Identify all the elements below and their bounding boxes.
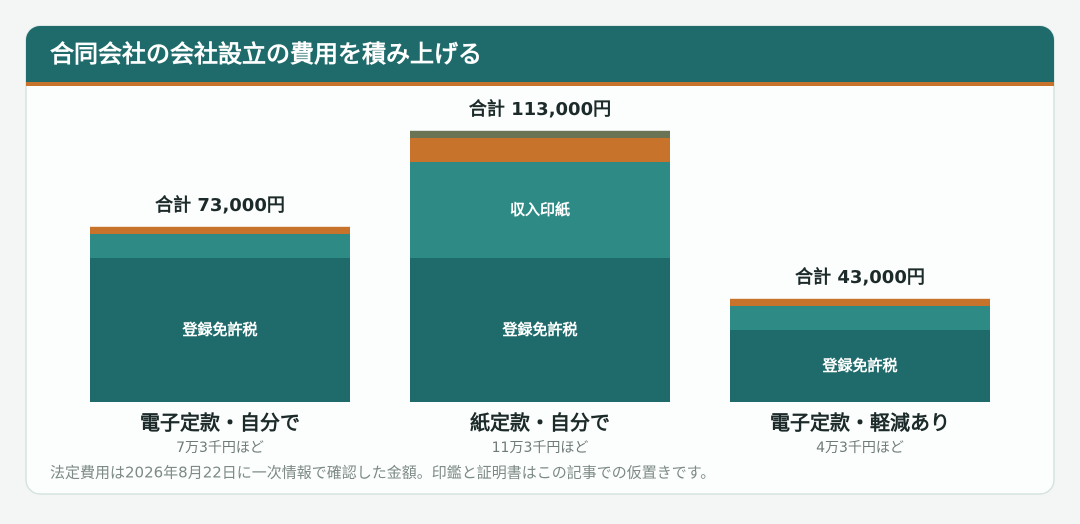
footnote: 法定費用は2026年8月22日に一次情報で確認した金額。印鑑と証明書はこの記事で… [50,464,715,482]
bar-segment [90,226,350,234]
bar-segment [90,234,350,258]
segment-label: 登録免許税 [501,321,577,339]
segment-label: 登録免許税 [821,357,897,375]
category-sublabel: 11万3千円ほど [492,440,589,456]
segment-label: 収入印紙 [510,201,570,219]
header [26,26,1054,82]
category-sublabel: 4万3千円ほど [816,440,904,456]
bar-segment [410,258,670,402]
bar-segment [410,162,670,258]
chart-title: 合同会社の会社設立の費用を積み上げる [50,40,482,68]
bar-segment [410,138,670,162]
bar-segment [730,298,990,306]
bar-segment [410,130,670,138]
header-rule [26,82,1054,86]
category-label: 紙定款・自分で [470,411,610,435]
total-label: 合計 73,000円 [155,194,285,216]
total-label: 合計 113,000円 [469,98,611,120]
segment-label: 登録免許税 [181,321,257,339]
category-label: 電子定款・軽減あり [770,411,950,435]
bar-segment [730,306,990,330]
bar-segment [90,258,350,402]
bar-segment [730,330,990,402]
category-label: 電子定款・自分で [140,411,300,435]
total-label: 合計 43,000円 [795,266,925,288]
category-sublabel: 7万3千円ほど [176,440,264,456]
